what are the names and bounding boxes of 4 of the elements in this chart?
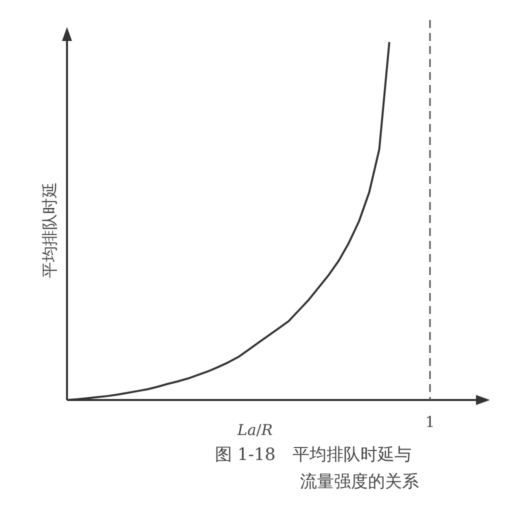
y-axis-title: 平均排队时延 xyxy=(41,182,59,278)
annotation-limit: 1 xyxy=(425,20,435,431)
x-axis-title: La/R xyxy=(236,421,273,439)
caption: 图 1-18 平均排队时延与流量强度的关系 xyxy=(215,444,420,494)
